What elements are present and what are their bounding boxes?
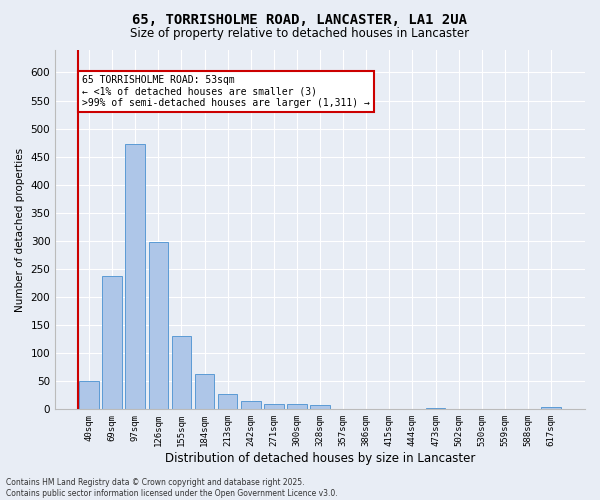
Bar	[264, 404, 284, 409]
Text: Contains HM Land Registry data © Crown copyright and database right 2025.
Contai: Contains HM Land Registry data © Crown c…	[6, 478, 338, 498]
X-axis label: Distribution of detached houses by size in Lancaster: Distribution of detached houses by size …	[165, 452, 475, 465]
Bar	[195, 374, 214, 410]
Text: 65, TORRISHOLME ROAD, LANCASTER, LA1 2UA: 65, TORRISHOLME ROAD, LANCASTER, LA1 2UA	[133, 12, 467, 26]
Text: 65 TORRISHOLME ROAD: 53sqm
← <1% of detached houses are smaller (3)
>99% of semi: 65 TORRISHOLME ROAD: 53sqm ← <1% of deta…	[82, 76, 370, 108]
Bar	[241, 401, 260, 409]
Bar	[218, 394, 238, 409]
Text: Size of property relative to detached houses in Lancaster: Size of property relative to detached ho…	[130, 28, 470, 40]
Bar	[287, 404, 307, 409]
Bar	[310, 405, 330, 409]
Bar	[172, 336, 191, 409]
Y-axis label: Number of detached properties: Number of detached properties	[15, 148, 25, 312]
Bar	[426, 408, 445, 410]
Bar	[103, 276, 122, 409]
Bar	[541, 407, 561, 410]
Bar	[149, 242, 168, 410]
Bar	[125, 144, 145, 410]
Bar	[79, 382, 99, 409]
